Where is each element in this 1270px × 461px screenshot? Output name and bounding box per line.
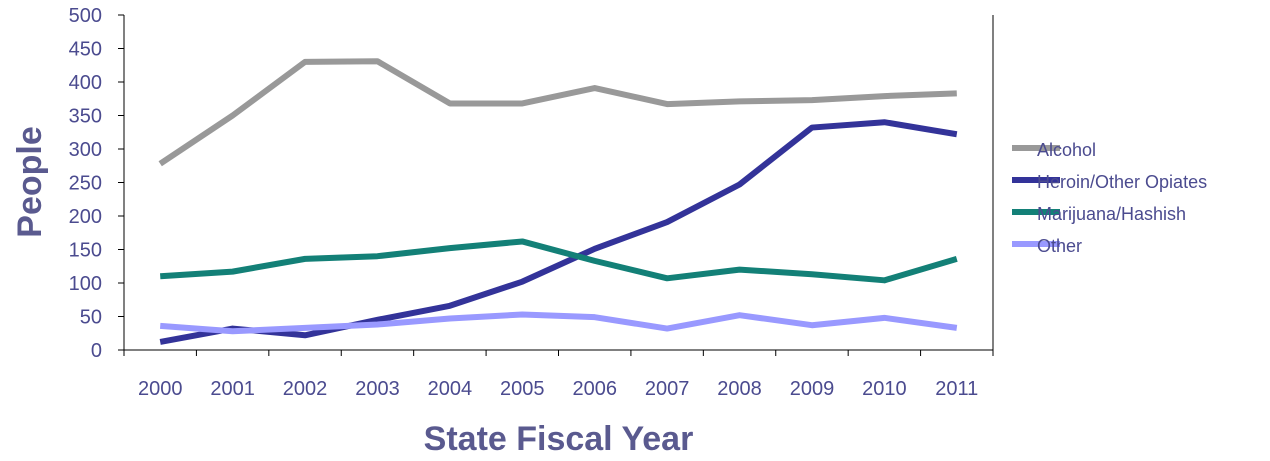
x-axis: 2000 2001 2002 2003 2004 2005 2006 2007 2008 2009… xyxy=(123,15,994,400)
x-tick-label: 2007 xyxy=(645,378,690,400)
y-tick-label: 400 xyxy=(69,72,102,94)
y-tick-label: 250 xyxy=(69,173,102,195)
y-tick-label: 500 xyxy=(69,5,102,27)
y-axis: 0 50 100 150 200 250 300 350 400 450 500 xyxy=(69,5,125,362)
x-axis-title: State Fiscal Year xyxy=(424,420,694,458)
y-tick-label: 200 xyxy=(69,206,102,228)
x-tick-label: 2009 xyxy=(790,378,835,400)
x-tick-label: 2004 xyxy=(428,378,473,400)
y-tick-label: 0 xyxy=(91,340,102,362)
y-tick-label: 350 xyxy=(69,106,102,128)
y-tick-label: 150 xyxy=(69,240,102,262)
x-tick-label: 2006 xyxy=(572,378,617,400)
series-line-heroin-other-opiates xyxy=(159,119,958,345)
legend: Alcohol Heroin/Other Opiates Marijuana/Has… xyxy=(1012,140,1207,256)
legend-label: Heroin/Other Opiates xyxy=(1037,172,1207,192)
x-tick-label: 2000 xyxy=(138,378,183,400)
x-tick-label: 2003 xyxy=(355,378,400,400)
legend-label: Marijuana/Hashish xyxy=(1037,204,1186,224)
series-line-other xyxy=(159,311,958,335)
legend-label: Alcohol xyxy=(1037,140,1096,160)
x-tick-label: 2010 xyxy=(862,378,907,400)
x-tick-label: 2001 xyxy=(210,378,255,400)
x-tick-label: 2011 xyxy=(935,378,978,400)
y-tick-label: 50 xyxy=(80,307,102,329)
x-tick-label: 2002 xyxy=(283,378,328,400)
y-tick-label: 450 xyxy=(69,39,102,61)
y-tick-label: 100 xyxy=(69,273,102,295)
x-tick-label: 2008 xyxy=(717,378,762,400)
plot-area xyxy=(158,58,958,345)
y-tick-label: 300 xyxy=(69,139,102,161)
series-line-marijuana-hashish xyxy=(160,238,958,284)
legend-label: Other xyxy=(1037,236,1082,256)
y-axis-title: People xyxy=(11,126,49,237)
series-line-alcohol xyxy=(158,58,957,167)
x-tick-label: 2005 xyxy=(500,378,545,400)
